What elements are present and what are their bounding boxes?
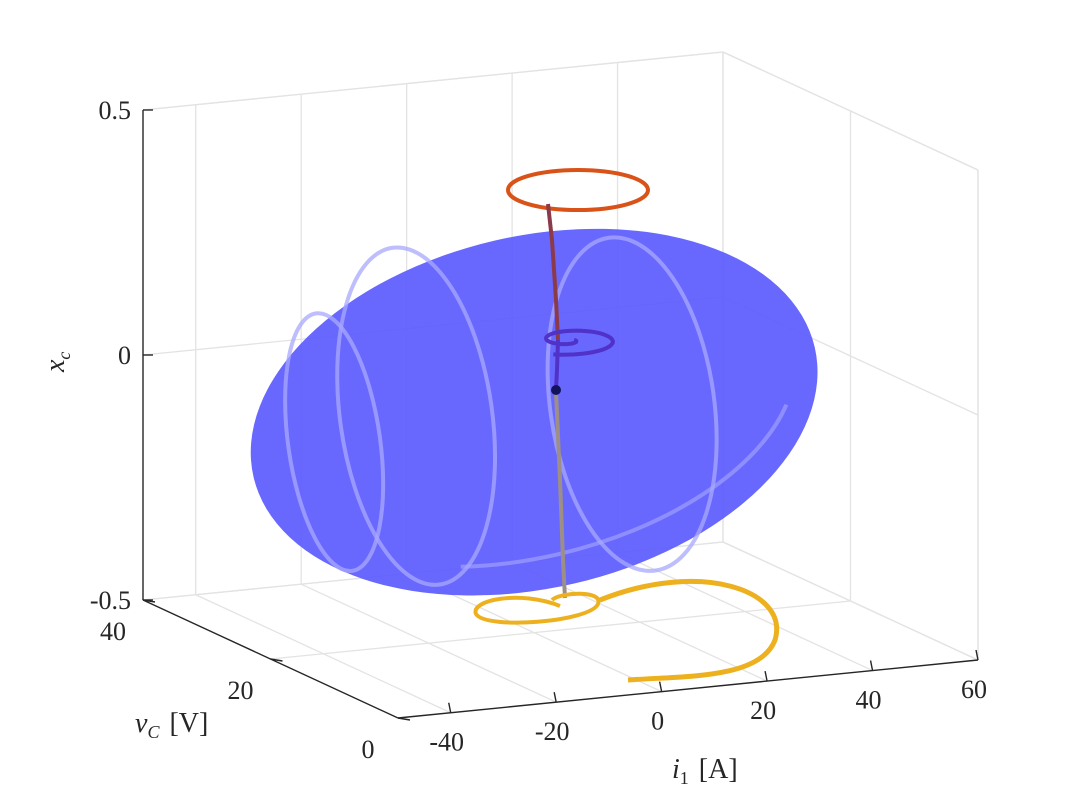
x-axis-label: i1 [A] (672, 754, 738, 788)
trajectory-layer (473, 168, 780, 683)
trajectory-middle-spiral (543, 328, 615, 357)
x-tick-label: -20 (535, 717, 570, 746)
x-tick-mark (975, 649, 979, 661)
x-tick-mark (448, 702, 452, 713)
trajectory-lower-descent (554, 391, 567, 599)
y-tick-mark (270, 658, 283, 662)
x-tick-label: 0 (651, 707, 664, 736)
ellipsoid-surface (250, 228, 818, 596)
axis-layer (142, 109, 979, 721)
box-edge (142, 51, 724, 111)
ellipsoid-meridian (335, 245, 498, 587)
x-tick-mark (764, 670, 768, 682)
y-tick-label: 20 (228, 676, 254, 705)
grid-side-z (722, 541, 979, 661)
x-tick-label: 40 (856, 686, 882, 715)
trajectory-lower-inner-loop (473, 591, 601, 625)
trajectory-lower-outer-loop (599, 578, 780, 683)
trajectory-upper-loop (506, 168, 650, 212)
x-tick-label: -40 (429, 728, 464, 757)
ellipsoid-parallel (251, 247, 798, 569)
y-axis-label: vC [V] (135, 708, 208, 742)
z-tick-label: 0 (118, 341, 131, 370)
grid-floor-y (270, 600, 851, 660)
x-tick-mark (869, 660, 874, 671)
trajectory-upper-descent (546, 203, 560, 341)
x-tick-mark (658, 681, 663, 692)
equilibrium-point (551, 385, 561, 395)
x-tick-mark (553, 692, 557, 703)
box-edge (722, 51, 979, 171)
y-tick-label: 40 (100, 617, 126, 646)
y-tick-label: 0 (362, 735, 375, 764)
y-tick-mark (397, 717, 411, 721)
z-tick-label: 0.5 (99, 96, 132, 125)
x-tick-label: 20 (750, 696, 776, 725)
ellipsoid-meridian (545, 235, 719, 573)
z-axis-label: xc (40, 352, 74, 373)
x-axis-line (397, 659, 979, 719)
ellipsoid-meridian (283, 311, 386, 574)
z-tick-label: -0.5 (90, 586, 131, 615)
trajectory-middle-descent (554, 339, 560, 391)
ellipsoid-body (250, 228, 818, 596)
x-tick-label: 60 (961, 675, 987, 704)
